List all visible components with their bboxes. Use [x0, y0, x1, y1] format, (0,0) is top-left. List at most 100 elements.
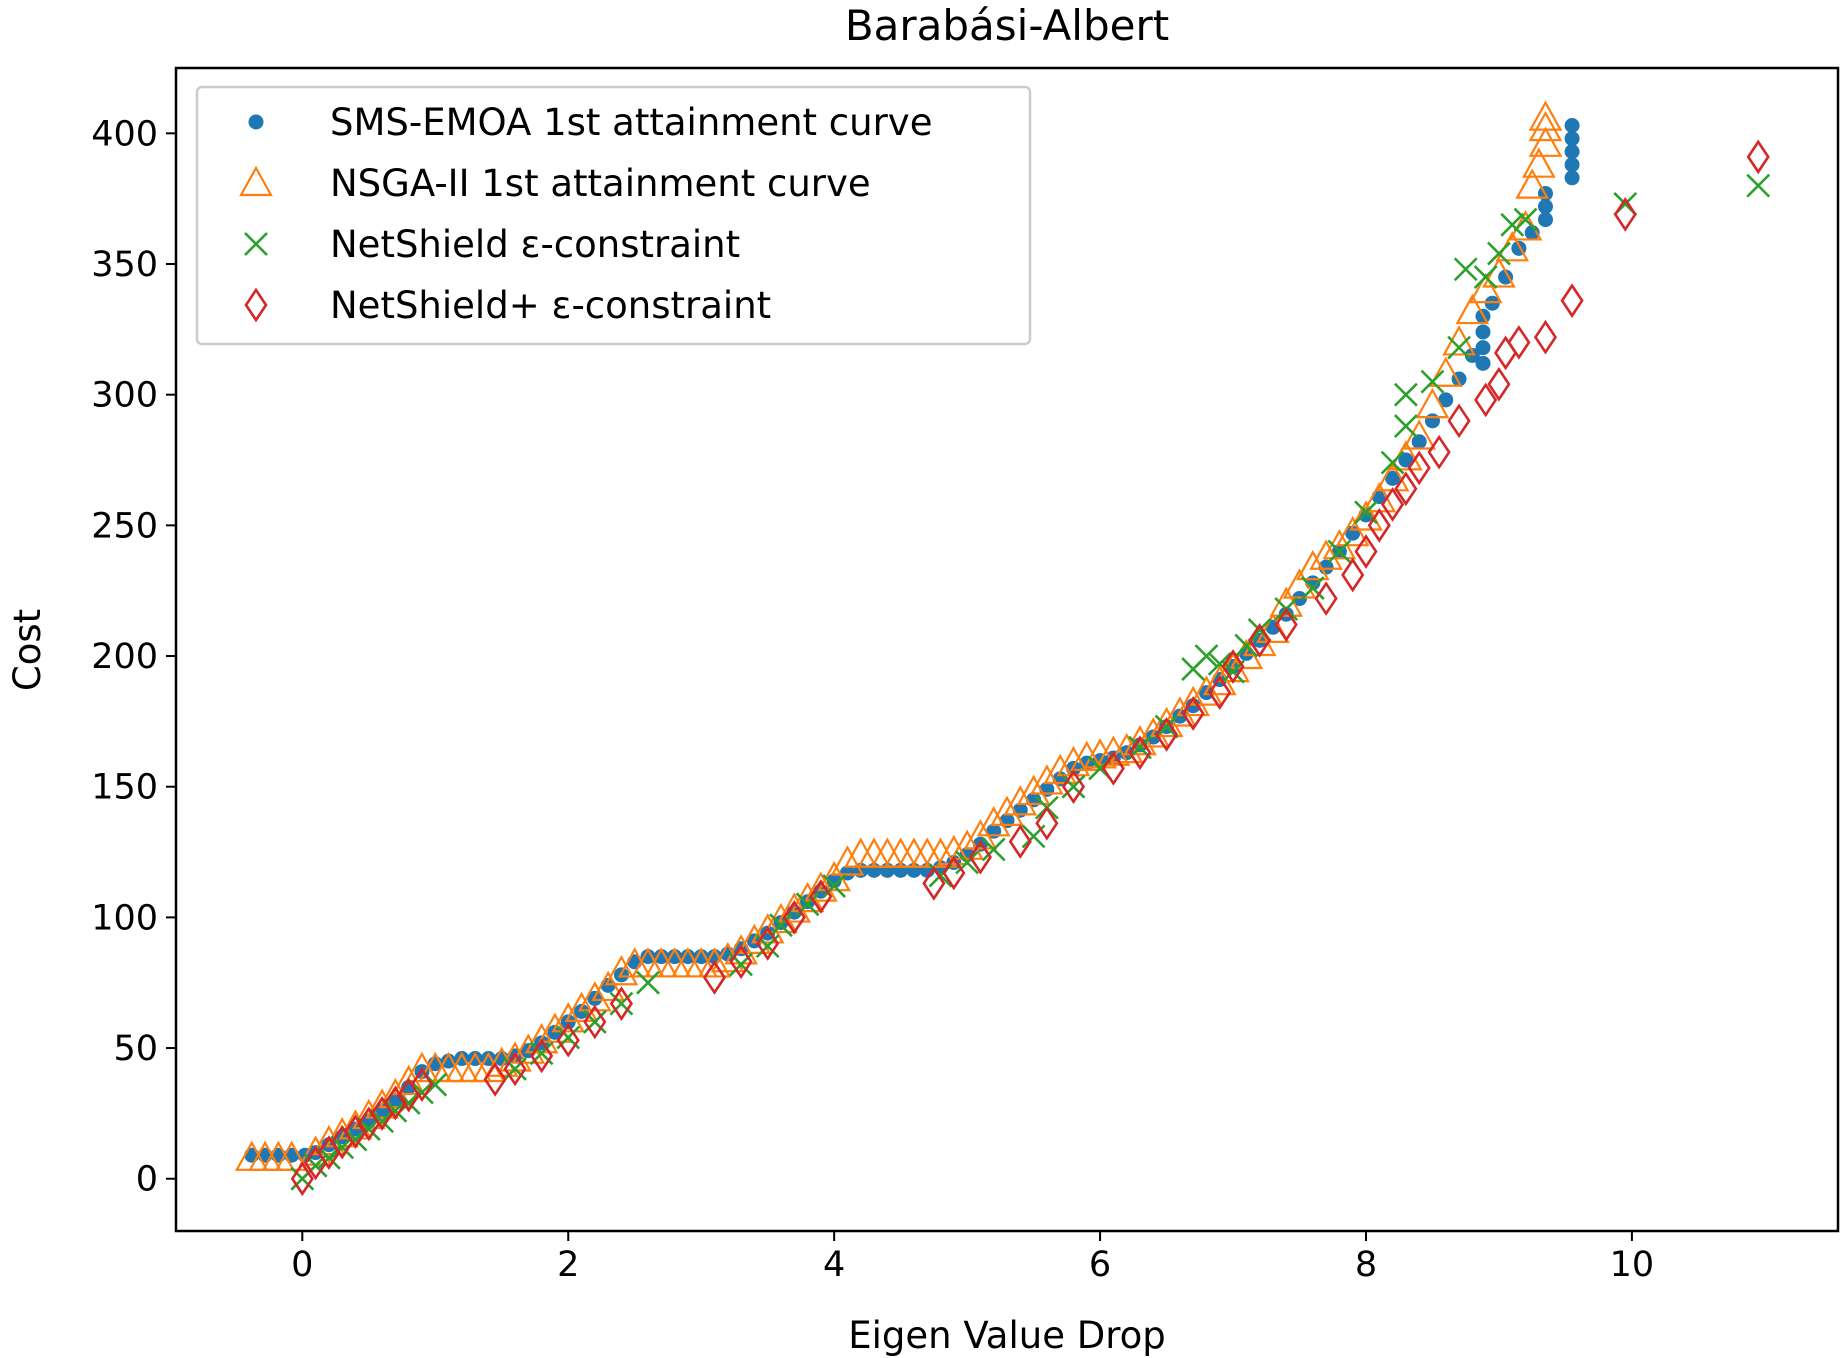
- data-point-diamond: [1560, 283, 1584, 318]
- data-point-dot: [1411, 434, 1427, 450]
- data-point-diamond: [410, 1067, 434, 1102]
- data-point-triangle: [1455, 293, 1490, 325]
- data-point-triangle: [1256, 612, 1290, 643]
- chart-title: Barabási-Albert: [845, 1, 1169, 50]
- data-point-triangle: [950, 829, 984, 860]
- x-tick-label: 10: [1610, 1245, 1655, 1285]
- legend: SMS-EMOA 1st attainment curve NSGA-II 1st…: [195, 85, 1032, 346]
- data-point-triangle: [1056, 745, 1091, 777]
- data-point-x: [1473, 265, 1498, 289]
- data-point-diamond: [1354, 534, 1378, 569]
- data-point-diamond: [1008, 824, 1032, 859]
- legend-label: NetShield ε-constraint: [330, 223, 740, 266]
- data-point-triangle: [1468, 272, 1503, 304]
- data-point-dot: [1424, 413, 1440, 429]
- data-point-diamond: [1341, 557, 1365, 593]
- data-point-x: [1453, 257, 1478, 282]
- data-point-dot: [1278, 606, 1294, 622]
- data-point-diamond: [1474, 382, 1498, 418]
- data-point-x: [1327, 539, 1352, 564]
- data-point-dot: [1475, 324, 1491, 340]
- y-tick-label: 250: [91, 506, 158, 546]
- data-point-triangle: [1335, 515, 1370, 547]
- data-point-triangle: [1295, 549, 1330, 581]
- data-point-dot: [1537, 199, 1553, 215]
- y-tick-label: 100: [91, 898, 158, 938]
- data-point-diamond: [1427, 434, 1451, 470]
- x-axis-ticks: 0 2 4 6 8 10: [291, 1231, 1654, 1285]
- data-point-triangle: [1349, 500, 1383, 531]
- data-point-x: [1194, 644, 1219, 668]
- legend-marker-dot: [248, 114, 264, 130]
- y-tick-label: 200: [91, 637, 158, 677]
- data-point-triangle: [1162, 696, 1197, 727]
- data-point-diamond: [1154, 717, 1179, 752]
- data-point-diamond: [1447, 403, 1471, 439]
- data-point-triangle: [976, 806, 1011, 837]
- data-point-dot: [1564, 170, 1580, 186]
- data-point-triangle: [990, 795, 1024, 826]
- data-point-dot: [1564, 117, 1580, 133]
- data-point-dot: [1385, 470, 1401, 486]
- data-point-diamond: [756, 926, 780, 961]
- data-point-triangle: [936, 834, 971, 866]
- data-point-diamond: [609, 986, 633, 1021]
- data-point-diamond: [1367, 508, 1391, 543]
- legend-box: [195, 85, 1032, 346]
- data-point-x: [1487, 241, 1511, 266]
- data-point-x: [822, 874, 847, 898]
- data-point-dot: [1398, 452, 1414, 468]
- data-point-diamond: [1181, 696, 1205, 731]
- data-point-triangle: [1043, 753, 1078, 785]
- data-point-triangle: [577, 981, 612, 1012]
- data-point-triangle: [1528, 126, 1563, 157]
- data-point-triangle: [1428, 356, 1463, 387]
- data-point-triangle: [1096, 735, 1131, 766]
- data-point-diamond: [1613, 197, 1637, 232]
- data-point-diamond: [1487, 366, 1511, 402]
- plot-frame: [174, 66, 1840, 1233]
- data-point-triangle: [1415, 387, 1450, 419]
- x-tick-label: 0: [291, 1245, 313, 1285]
- data-point-dot: [680, 949, 696, 965]
- data-point-triangle: [604, 955, 639, 986]
- data-point-diamond: [1314, 581, 1338, 616]
- data-point-triangle: [1521, 147, 1556, 178]
- legend-marker-triangle: [239, 165, 273, 197]
- data-point-dot: [1498, 269, 1514, 285]
- data-point-x: [1500, 212, 1525, 237]
- data-point-x: [1393, 414, 1418, 438]
- data-point-diamond: [729, 944, 753, 980]
- data-point-diamond: [922, 866, 946, 901]
- data-point-triangle: [830, 845, 865, 876]
- data-point-x: [1447, 335, 1471, 360]
- data-point-triangle: [1528, 100, 1563, 131]
- x-tick-label: 8: [1355, 1245, 1377, 1285]
- data-point-diamond: [1746, 139, 1770, 175]
- data-point-x: [1234, 633, 1259, 658]
- y-tick-label: 0: [136, 1160, 158, 1200]
- data-point-diamond: [1394, 471, 1418, 507]
- data-point-diamond: [1381, 487, 1405, 522]
- data-point-diamond: [583, 1004, 607, 1040]
- data-point-x: [503, 1057, 527, 1081]
- data-point-dot: [1564, 144, 1580, 160]
- data-point-triangle: [1069, 740, 1104, 772]
- data-point-x: [1154, 714, 1179, 739]
- series-layer: [234, 100, 1771, 1197]
- data-point-x: [609, 991, 634, 1016]
- data-point-triangle: [817, 860, 852, 892]
- data-point-triangle: [1003, 785, 1038, 816]
- data-point-diamond: [1274, 607, 1298, 643]
- data-point-diamond: [968, 839, 992, 875]
- data-point-dot: [826, 873, 842, 889]
- data-point-x: [636, 970, 660, 995]
- legend-label: NSGA-II 1st attainment curve: [330, 162, 871, 205]
- data-point-diamond: [530, 1038, 554, 1074]
- y-tick-label: 50: [113, 1029, 158, 1069]
- y-tick-label: 150: [91, 768, 158, 808]
- legend-label: NetShield+ ε-constraint: [330, 284, 771, 327]
- data-point-diamond: [1128, 735, 1152, 771]
- data-point-dot: [1475, 355, 1491, 371]
